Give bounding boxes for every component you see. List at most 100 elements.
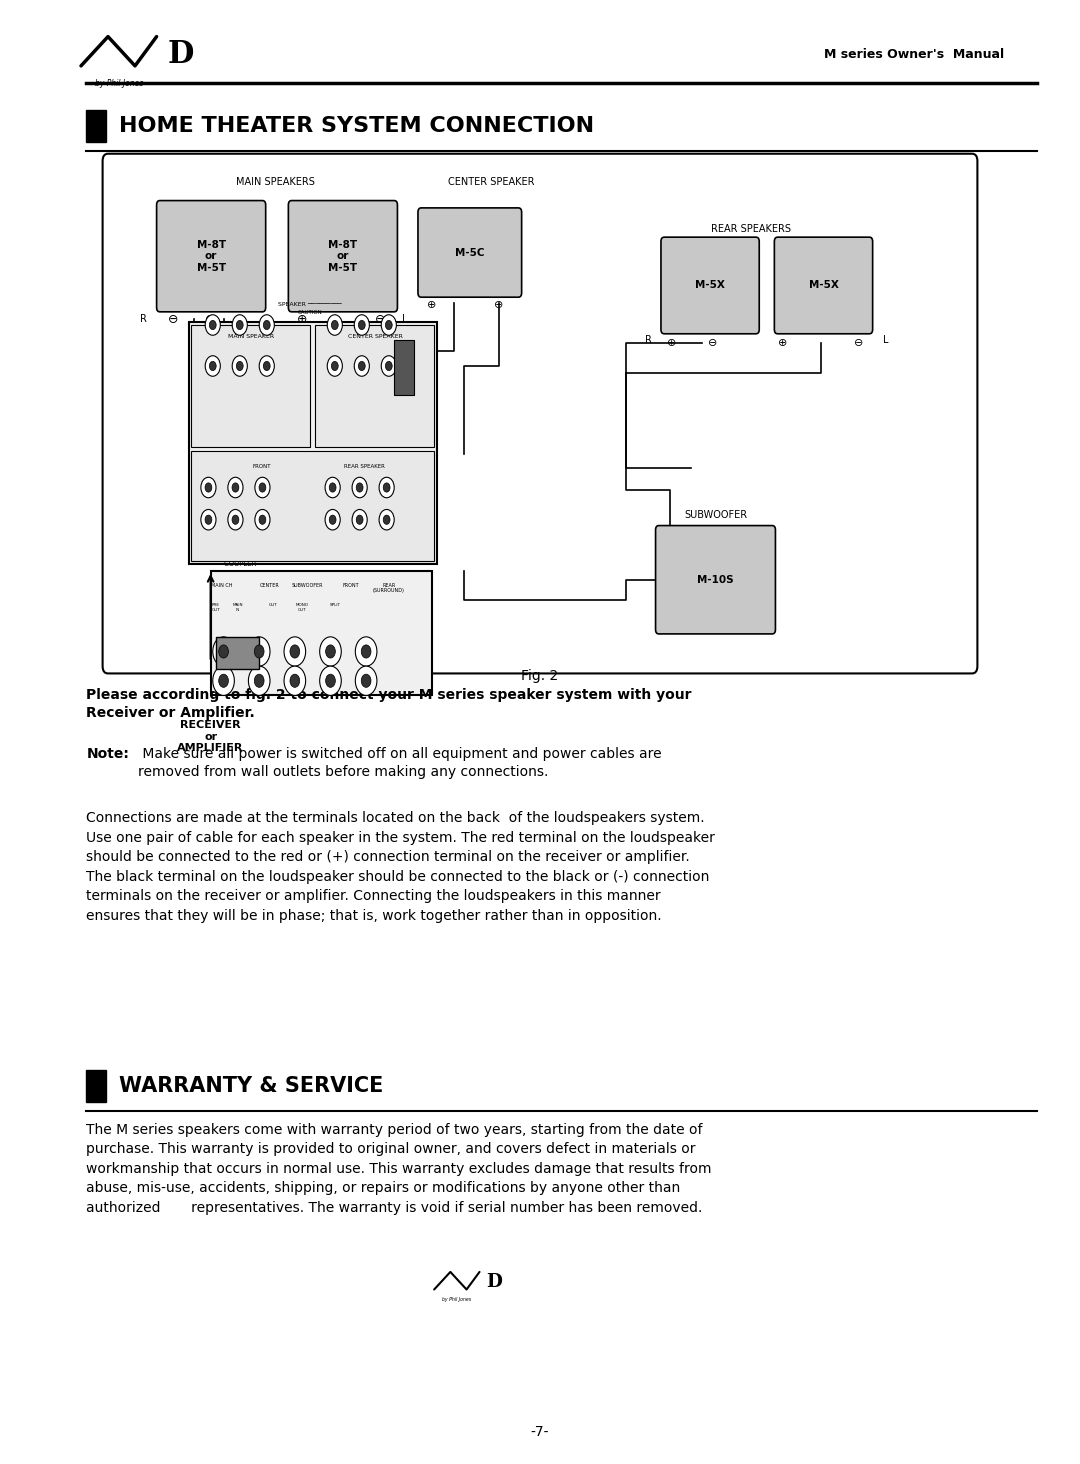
- Circle shape: [210, 362, 216, 370]
- Circle shape: [352, 509, 367, 530]
- Circle shape: [354, 356, 369, 376]
- Text: M-10S: M-10S: [698, 575, 733, 584]
- Circle shape: [355, 637, 377, 666]
- Circle shape: [232, 356, 247, 376]
- Circle shape: [254, 644, 265, 657]
- Circle shape: [326, 644, 336, 657]
- Text: REAR SPEAKERS: REAR SPEAKERS: [711, 224, 791, 234]
- Text: ⊕: ⊕: [779, 338, 787, 347]
- Circle shape: [259, 315, 274, 335]
- Text: MAIN SPEAKER: MAIN SPEAKER: [228, 334, 274, 338]
- Text: M-8T
or
M-5T: M-8T or M-5T: [197, 240, 226, 272]
- Text: R: R: [140, 315, 147, 324]
- Text: FRONT: FRONT: [342, 583, 360, 587]
- Circle shape: [329, 515, 336, 524]
- Circle shape: [332, 362, 338, 370]
- Text: REAR SPEAKER: REAR SPEAKER: [345, 464, 384, 468]
- Text: Please according to fig. 2 to connect your M series speaker system with your
Rec: Please according to fig. 2 to connect yo…: [86, 688, 692, 720]
- Circle shape: [379, 477, 394, 498]
- Circle shape: [237, 362, 243, 370]
- Circle shape: [205, 356, 220, 376]
- Circle shape: [213, 637, 234, 666]
- Text: SUBWOOFER: SUBWOOFER: [685, 509, 747, 520]
- FancyBboxPatch shape: [661, 237, 759, 334]
- Text: ⊕: ⊕: [428, 300, 436, 309]
- Text: CENTER SPEAKER: CENTER SPEAKER: [448, 177, 535, 187]
- Text: The M series speakers come with warranty period of two years, starting from the : The M series speakers come with warranty…: [86, 1123, 712, 1215]
- Text: RECEIVER
or
AMPLIFIER: RECEIVER or AMPLIFIER: [177, 720, 244, 754]
- Text: MAIN CH: MAIN CH: [211, 583, 232, 587]
- Bar: [216, 637, 259, 669]
- Circle shape: [264, 362, 270, 370]
- Text: M-5X: M-5X: [696, 281, 725, 290]
- Circle shape: [259, 483, 266, 492]
- Text: D: D: [167, 38, 193, 70]
- Text: ⊖: ⊖: [167, 313, 178, 325]
- Text: M-5C: M-5C: [455, 247, 485, 258]
- Circle shape: [327, 356, 342, 376]
- Circle shape: [326, 673, 336, 687]
- Circle shape: [264, 321, 270, 329]
- Bar: [189, 322, 437, 564]
- Circle shape: [228, 509, 243, 530]
- Text: SPLIT: SPLIT: [329, 603, 340, 608]
- Circle shape: [248, 666, 270, 695]
- Text: SUBWOOFER: SUBWOOFER: [292, 583, 324, 587]
- Text: HOME THEATER SYSTEM CONNECTION: HOME THEATER SYSTEM CONNECTION: [119, 116, 594, 136]
- Text: OUT: OUT: [269, 603, 278, 608]
- FancyBboxPatch shape: [656, 526, 775, 634]
- Text: CENTER: CENTER: [260, 583, 280, 587]
- Circle shape: [228, 477, 243, 498]
- Text: M series Owner's  Manual: M series Owner's Manual: [824, 48, 1004, 60]
- Circle shape: [289, 673, 300, 687]
- Circle shape: [355, 666, 377, 695]
- Circle shape: [213, 666, 234, 695]
- Bar: [211, 571, 432, 695]
- Text: ⊖: ⊖: [708, 338, 717, 347]
- Circle shape: [386, 321, 392, 329]
- Circle shape: [356, 483, 363, 492]
- Circle shape: [356, 515, 363, 524]
- Text: ⊖: ⊖: [854, 338, 863, 347]
- Circle shape: [201, 477, 216, 498]
- Text: Note:: Note:: [86, 747, 130, 761]
- Circle shape: [332, 321, 338, 329]
- Circle shape: [218, 644, 229, 657]
- Circle shape: [284, 666, 306, 695]
- Circle shape: [205, 315, 220, 335]
- Circle shape: [386, 362, 392, 370]
- Text: Connections are made at the terminals located on the back  of the loudspeakers s: Connections are made at the terminals lo…: [86, 811, 715, 922]
- Circle shape: [320, 666, 341, 695]
- FancyBboxPatch shape: [157, 201, 266, 312]
- Text: L: L: [402, 315, 408, 324]
- Text: REAR
(SURROUND): REAR (SURROUND): [373, 583, 405, 593]
- Text: M-8T
or
M-5T: M-8T or M-5T: [328, 240, 357, 272]
- Text: MAIN SPEAKERS: MAIN SPEAKERS: [235, 177, 315, 187]
- Circle shape: [379, 509, 394, 530]
- Text: ⊖: ⊖: [375, 313, 386, 325]
- Circle shape: [383, 515, 390, 524]
- Circle shape: [289, 644, 300, 657]
- Text: Fig. 2: Fig. 2: [522, 669, 558, 684]
- Text: ⊕: ⊕: [297, 313, 308, 325]
- Text: by Phil Jones: by Phil Jones: [95, 79, 143, 88]
- Circle shape: [259, 356, 274, 376]
- Text: COUPLER ─: COUPLER ─: [225, 561, 264, 567]
- Circle shape: [210, 321, 216, 329]
- Circle shape: [325, 509, 340, 530]
- Bar: [86, 110, 106, 142]
- Circle shape: [205, 483, 212, 492]
- Circle shape: [325, 477, 340, 498]
- Circle shape: [248, 637, 270, 666]
- Text: by Phil Jones: by Phil Jones: [443, 1297, 471, 1303]
- Text: CAUTION: CAUTION: [298, 310, 322, 315]
- Bar: [315, 325, 434, 447]
- Text: D: D: [486, 1274, 502, 1291]
- Text: SPEAKER ─────────: SPEAKER ─────────: [279, 303, 341, 307]
- Text: R: R: [645, 335, 651, 344]
- Circle shape: [361, 644, 372, 657]
- Circle shape: [354, 315, 369, 335]
- Circle shape: [232, 315, 247, 335]
- FancyBboxPatch shape: [103, 154, 977, 673]
- Bar: [191, 451, 434, 561]
